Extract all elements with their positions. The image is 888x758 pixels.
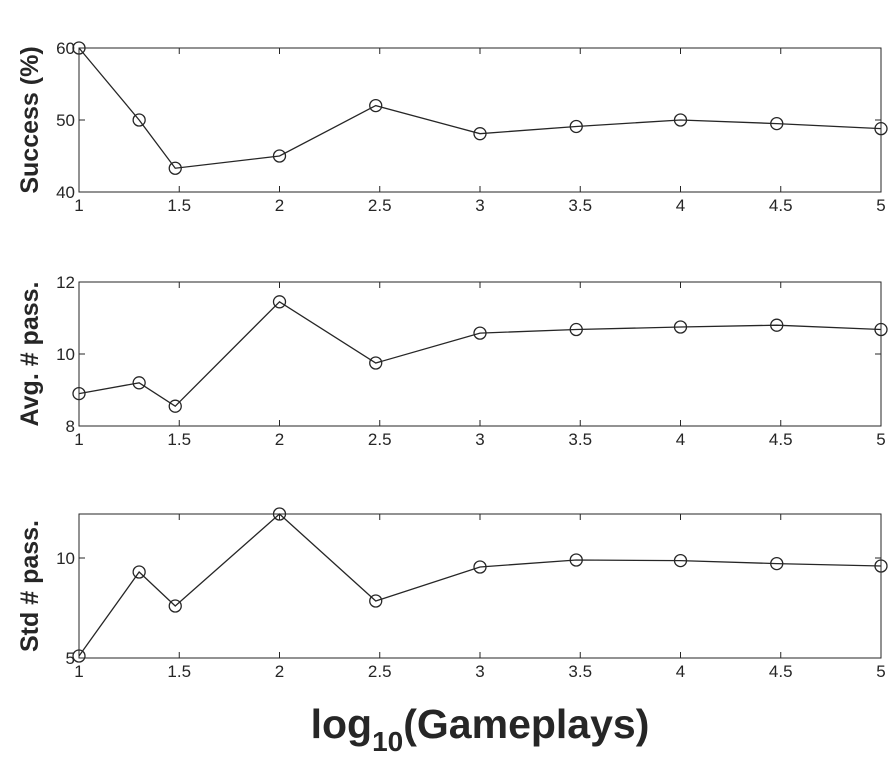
data-point-marker	[569, 119, 583, 134]
data-point-marker	[72, 649, 86, 663]
y-axis-label: Success (%)	[16, 46, 44, 193]
x-tick-label: 4	[676, 662, 685, 681]
x-tick-label: 4	[676, 430, 685, 449]
data-point-marker	[369, 98, 383, 113]
y-tick-label: 10	[56, 549, 75, 568]
x-tick-label: 1	[74, 662, 83, 681]
data-point-marker	[874, 559, 888, 573]
data-point-marker	[473, 127, 487, 141]
x-tick-label: 1	[74, 196, 83, 215]
subplot-2: 1 1.5 2 2.5 3 3.5 4 4.5 5 8 10 12 Avg. # pass.	[16, 273, 888, 449]
x-axis-label: log10(Gameplays)	[311, 701, 650, 757]
x-tick-label: 3	[475, 196, 484, 215]
y-tick-label: 5	[66, 649, 75, 668]
y-tick-label: 10	[56, 345, 75, 364]
data-point-marker	[72, 386, 86, 401]
data-point-marker	[874, 121, 888, 136]
subplot-1: 1 1.5 2 2.5 3 3.5 4 4.5 5 40 50 60 Success (%)	[16, 39, 888, 215]
data-point-marker	[132, 565, 146, 579]
data-point-marker	[132, 113, 146, 127]
data-point-marker	[473, 560, 487, 574]
x-tick-label: 1.5	[167, 196, 191, 215]
data-point-marker	[770, 556, 784, 571]
x-tick-label: 1.5	[167, 662, 191, 681]
data-point-marker	[770, 116, 784, 131]
y-axis-label: Avg. # pass.	[16, 282, 44, 427]
x-tick-label: 2.5	[368, 430, 392, 449]
y-tick-label: 50	[56, 111, 75, 130]
x-tick-label: 1.5	[167, 430, 191, 449]
y-tick-label: 12	[56, 273, 75, 292]
data-point-marker	[673, 113, 688, 127]
x-tick-label: 4.5	[769, 196, 793, 215]
x-tick-label: 4.5	[769, 430, 793, 449]
data-point-marker	[369, 594, 383, 608]
series-line	[78, 47, 882, 169]
data-point-marker	[272, 149, 287, 163]
y-tick-label: 60	[56, 39, 75, 58]
data-point-marker	[72, 41, 86, 55]
x-tick-label: 2.5	[368, 662, 392, 681]
x-tick-label: 2	[275, 430, 284, 449]
x-tick-label: 5	[876, 196, 885, 215]
axes-box	[78, 281, 882, 427]
data-point-marker	[874, 322, 888, 337]
x-tick-label: 2.5	[368, 196, 392, 215]
data-point-marker	[168, 599, 182, 613]
data-point-marker	[272, 295, 287, 309]
axes-box	[78, 47, 882, 193]
x-tick-label: 3.5	[568, 430, 592, 449]
data-point-marker	[473, 326, 487, 340]
data-point-marker	[272, 507, 287, 521]
subplot-3: 1 1.5 2 2.5 3 3.5 4 4.5 5 5 10 Std # pass.	[16, 507, 888, 681]
x-tick-label: 3	[475, 430, 484, 449]
x-tick-label: 3.5	[568, 196, 592, 215]
data-point-marker	[673, 553, 688, 568]
data-point-marker	[168, 399, 182, 413]
y-tick-label: 40	[56, 183, 75, 202]
axes-box	[78, 513, 882, 659]
x-axis-label-subscript: 10	[372, 726, 403, 757]
data-point-marker	[369, 356, 383, 370]
x-tick-label: 2	[275, 196, 284, 215]
x-axis-label-main: log	[311, 701, 372, 747]
x-tick-label: 2	[275, 662, 284, 681]
data-point-marker	[168, 161, 182, 175]
x-tick-label: 5	[876, 430, 885, 449]
data-point-marker	[673, 320, 688, 334]
y-axis-label: Std # pass.	[16, 520, 44, 652]
y-tick-label: 8	[66, 417, 75, 436]
x-axis-label-rest: (Gameplays)	[403, 701, 649, 747]
x-tick-label: 3	[475, 662, 484, 681]
data-point-marker	[569, 322, 583, 337]
x-tick-label: 1	[74, 430, 83, 449]
data-point-marker	[569, 553, 583, 567]
series-line	[78, 300, 882, 408]
series-line	[78, 513, 882, 657]
x-tick-label: 5	[876, 662, 885, 681]
x-tick-label: 3.5	[568, 662, 592, 681]
data-point-marker	[132, 376, 146, 390]
data-point-marker	[770, 318, 784, 332]
x-tick-label: 4.5	[769, 662, 793, 681]
x-tick-label: 4	[676, 196, 685, 215]
